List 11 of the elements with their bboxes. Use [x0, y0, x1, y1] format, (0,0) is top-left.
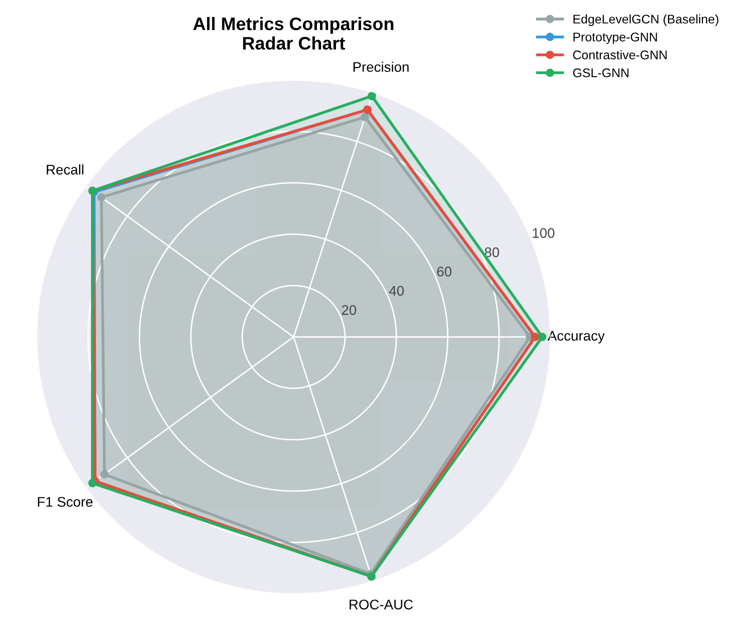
text: All Metrics Comparison Radar Chart	[193, 16, 394, 50]
legend-label: Contrastive-GNN	[573, 50, 667, 60]
spoke-label: F1 Score	[38, 496, 93, 507]
legend-label: Prototype-GNN	[574, 32, 657, 44]
legend-label: GSL-GNN	[573, 68, 628, 78]
y-tick-label: 100	[532, 228, 554, 238]
spoke-label: Accuracy	[548, 330, 605, 344]
spoke-label: ROC-AUC	[350, 600, 413, 610]
legend-label: EdgeLevelGCN (Baseline)	[574, 14, 718, 26]
spoke-label: Precision	[354, 62, 409, 72]
spoke-label: Recall	[46, 164, 84, 175]
